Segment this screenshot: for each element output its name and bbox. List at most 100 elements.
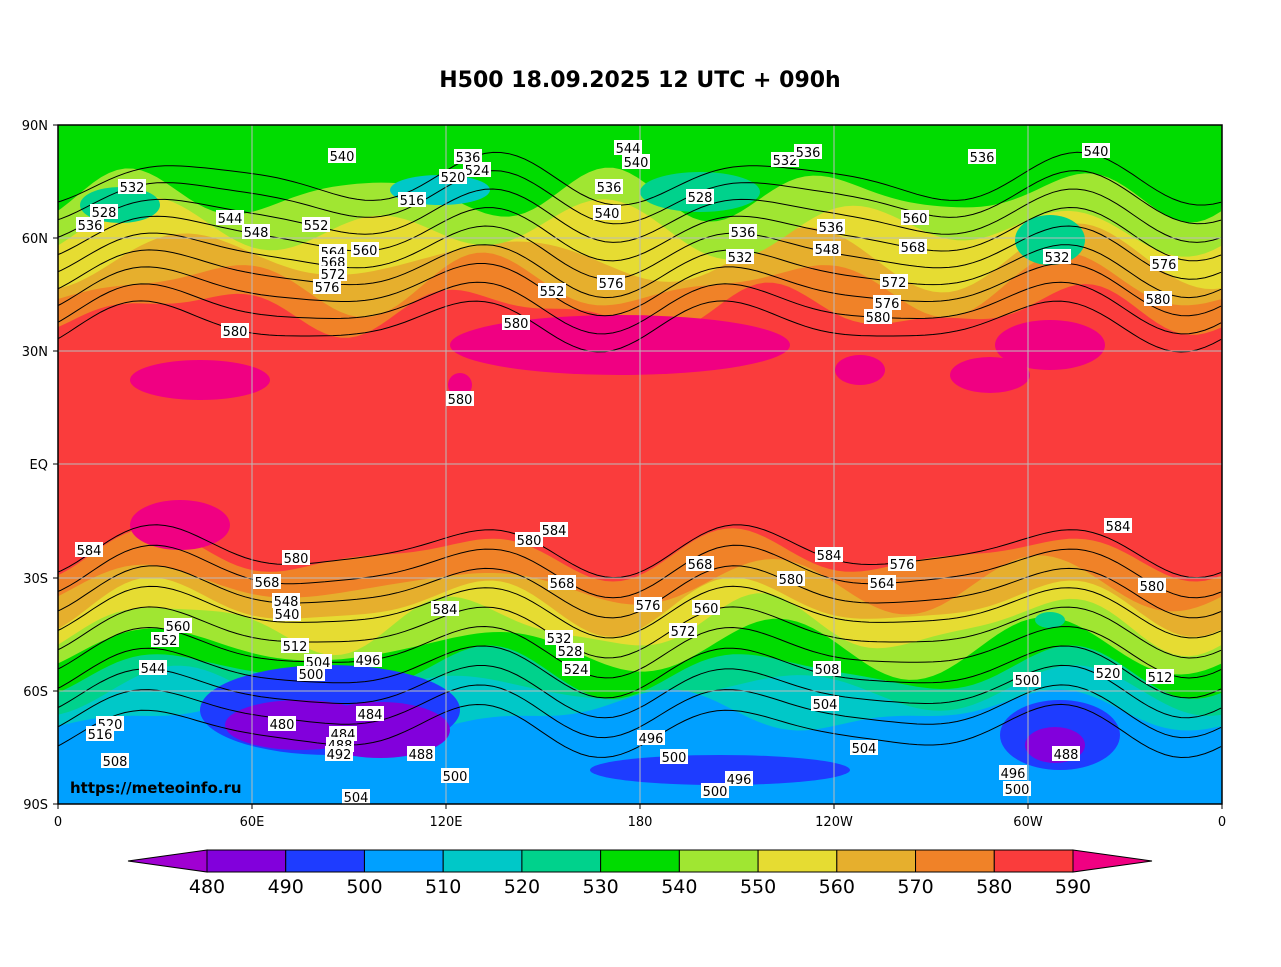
contour-label-bg [319,254,347,269]
contour-label-bg [216,210,244,225]
contour-label-bg [454,149,482,164]
lat-tick-label: 90N [22,119,48,134]
contour-label-bg [439,169,467,184]
patch [995,320,1105,370]
patch [590,755,850,785]
contour-label: 552 [540,285,565,300]
contour-label-bg [1150,256,1178,271]
contour-label-bg [86,726,114,741]
contour-label-bg [90,204,118,219]
contour-label: 528 [688,191,713,206]
lon-tick-label: 180 [628,815,653,830]
contour-label: 576 [636,599,661,614]
contour-label-bg [342,789,370,804]
lat-tick-label: 60S [23,685,48,700]
contour-label-bg [1043,249,1071,264]
contour-label-bg [302,217,330,232]
contour-label: 544 [616,142,641,157]
contour-label-bg [637,730,665,745]
title: H500 18.09.2025 12 UTC + 090h [439,68,840,93]
contour-label: 548 [815,243,840,258]
contour-label: 584 [433,603,458,618]
contour-line [58,151,1222,206]
contour-label-bg [540,522,568,537]
contour-label: 536 [78,219,103,234]
contour-label: 568 [688,558,713,573]
contour-label: 500 [703,785,728,800]
contour-label-bg [888,556,916,571]
contour-label-bg [692,600,720,615]
colorbar-box [678,849,759,873]
contour-label-bg [441,768,469,783]
contour-label: 560 [353,244,378,259]
colorbar-label: 570 [897,876,933,898]
colorbar-box [915,849,995,873]
contour-label-bg [595,179,623,194]
colorbar-arrow [1072,849,1153,873]
contour-label-bg [151,632,179,647]
contour-label: 580 [223,325,248,340]
axes: 90N 60N 30N EQ 30S 60S 90S 0 60E 120E 180 120W 60W 0 [22,119,1226,830]
contour-label-bg [548,575,576,590]
contour-label-bg [593,205,621,220]
contour-label: 512 [283,640,308,655]
colorbar-label: 500 [346,876,382,898]
contour-label-bg [325,746,353,761]
contour-label: 496 [727,773,752,788]
contour-label: 540 [624,156,649,171]
contour-line [58,606,1222,659]
contour-label: 496 [1001,767,1026,782]
contour-label: 552 [153,634,178,649]
contour-line [58,625,1222,679]
contour-label: 540 [1084,145,1109,160]
contour-label: 568 [255,576,280,591]
contour-label: 576 [599,277,624,292]
contour-label: 532 [773,154,798,169]
contour-label-bg [614,140,642,155]
contour-label: 532 [547,632,572,647]
contour-label-bg [813,241,841,256]
contour-label: 508 [815,663,840,678]
contour-label-bg [1144,291,1172,306]
contour-label-bg [118,179,146,194]
contour-label-bg [562,661,590,676]
contour-label-bg [242,224,270,239]
contour-label: 576 [875,297,900,312]
contour-label-bg [319,266,347,281]
contour-label-bg [545,630,573,645]
contour-line [58,206,1222,262]
lon-tick-label: 120W [815,815,853,830]
contour-label: 536 [970,151,995,166]
contour-label: 500 [1015,674,1040,689]
contour-label: 496 [356,654,381,669]
contour-line [58,585,1222,639]
patch [1035,612,1065,628]
contour-label-bg [556,643,584,658]
contour-label-bg [515,532,543,547]
contour-label: 548 [244,226,269,241]
colorbar-box [285,849,365,873]
contour-label: 568 [550,577,575,592]
colorbar-label: 480 [189,876,225,898]
lat-tick-label: 60N [22,232,48,247]
contour-label-bg [304,654,332,669]
contour-label: 580 [779,573,804,588]
colorbar-label: 560 [819,876,855,898]
colorbar-label: 580 [976,876,1012,898]
colorbar-label: 490 [268,876,304,898]
lon-tick-label: 120E [429,815,462,830]
contour-label-bg [873,295,901,310]
contour-label: 540 [275,608,300,623]
colorbar-label: 530 [583,876,619,898]
contour-label: 580 [504,317,529,332]
contour-label: 576 [890,558,915,573]
contour-label-bg [272,593,300,608]
patch [130,500,230,550]
contour-label: 544 [218,212,243,227]
contour-label-bg [268,716,296,731]
lat-tick-label: 90S [23,798,48,813]
contour-label-bg [701,783,729,798]
contour-label-bg [446,391,474,406]
contour-label: 532 [120,181,145,196]
